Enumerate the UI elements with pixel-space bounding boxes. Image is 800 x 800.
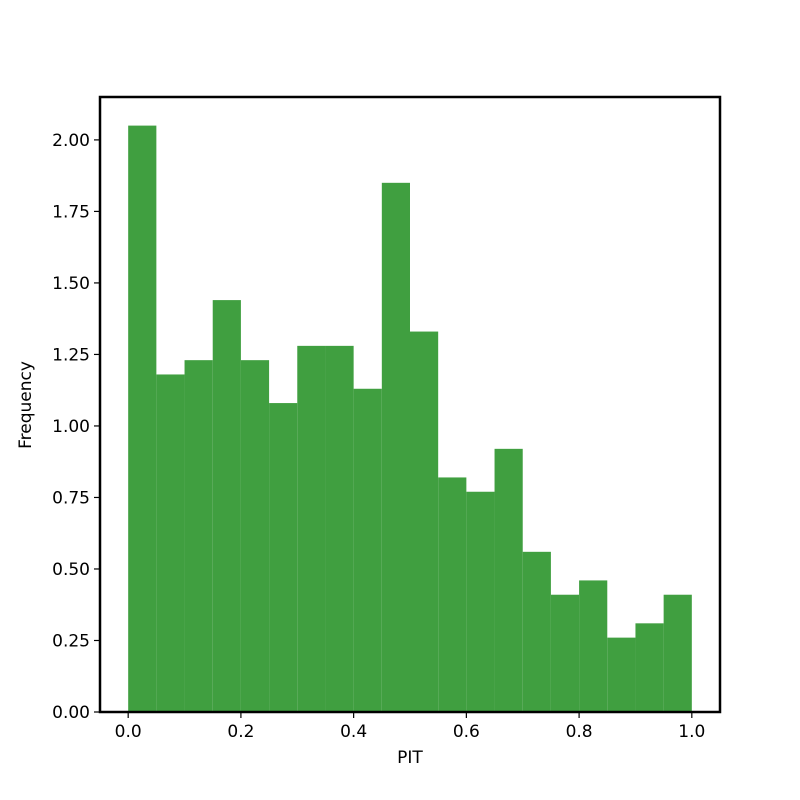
bar (381, 182, 410, 712)
bar (240, 360, 270, 712)
bar (410, 331, 439, 712)
y-tick-label: 1.75 (52, 202, 90, 222)
bar (353, 388, 382, 712)
y-tick-label: 1.25 (52, 345, 90, 365)
bar (550, 594, 580, 712)
bar (494, 448, 523, 712)
y-tick-label: 1.50 (52, 274, 90, 294)
x-tick-label: 0.0 (115, 722, 142, 742)
x-axis-label: PIT (397, 748, 423, 768)
x-tick-label: 0.2 (227, 722, 254, 742)
bar (297, 345, 326, 712)
y-axis-label: Frequency (16, 361, 36, 449)
y-tick-label: 2.00 (52, 131, 90, 151)
bar (466, 491, 495, 712)
bar (156, 374, 185, 712)
y-tick-label: 0.00 (52, 703, 90, 723)
bar (635, 623, 664, 712)
x-tick-label: 1.0 (678, 722, 705, 742)
bar (663, 594, 692, 712)
x-tick-label: 0.4 (340, 722, 367, 742)
bar (212, 300, 241, 712)
y-tick-label: 0.75 (52, 488, 90, 508)
x-tick-label: 0.6 (453, 722, 480, 742)
bar (607, 637, 636, 712)
y-tick-label: 0.50 (52, 560, 90, 580)
bar (522, 551, 551, 712)
x-tick-label: 0.8 (566, 722, 593, 742)
bar (269, 403, 298, 712)
y-tick-label: 1.00 (52, 417, 90, 437)
bar (325, 345, 354, 712)
y-tick-label: 0.25 (52, 631, 90, 651)
bar (438, 477, 467, 712)
plot-frame (98, 95, 722, 714)
bar (184, 360, 213, 712)
bar (579, 580, 608, 712)
bar (128, 125, 157, 712)
